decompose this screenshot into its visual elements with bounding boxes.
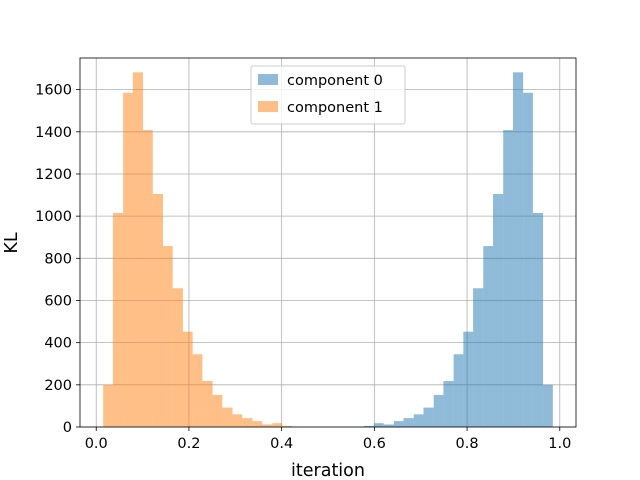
histogram-bar-component-1 [232,414,243,427]
histogram-bar-component-0 [453,354,464,427]
histogram-bar-component-1 [103,384,113,427]
legend-label-component-1: component 1 [287,100,383,116]
histogram-bar-component-0 [512,72,524,427]
histogram-bar-component-1 [262,424,273,427]
y-tick-label: 1400 [35,125,72,141]
legend-label-component-0: component 0 [287,73,383,89]
y-axis-label: KL [2,232,22,253]
legend: component 0 component 1 [250,65,406,125]
histogram-bar-component-0 [373,423,384,427]
histogram-bar-component-1 [222,407,233,427]
histogram-bar-component-1 [123,92,133,427]
x-tick-label: 0.0 [85,436,108,452]
y-tick-label: 1200 [35,167,72,183]
histogram-bar-component-1 [152,194,163,427]
histogram-bar-component-1 [112,212,124,427]
y-tick-label: 400 [44,336,72,352]
legend-frame [250,65,406,125]
x-tick-label: 0.4 [270,436,293,452]
bars [103,72,553,427]
y-tick-label: 800 [44,251,72,267]
x-axis-label: iteration [291,461,365,480]
y-tick-label: 1000 [35,209,72,225]
histogram-bar-component-1 [143,130,153,427]
y-tick-label: 600 [44,293,72,309]
histogram-bar-component-0 [393,421,404,427]
ticks: 0.0 0.2 0.4 0.6 0.8 1.0 0 200 400 600 800 1000 1200 1… [35,83,571,452]
legend-swatch-component-0 [258,74,278,85]
histogram-bar-component-0 [364,425,374,427]
histogram-bar-component-0 [423,407,434,427]
histogram-bar-component-0 [493,194,504,427]
histogram-bar-component-0 [413,414,424,427]
histogram-bar-component-0 [543,384,553,427]
histogram-bar-component-0 [523,92,533,427]
histogram-bar-component-1 [192,354,203,427]
plot-frame [79,57,577,428]
histogram-bar-component-0 [473,288,484,427]
histogram-bar-component-0 [443,381,454,427]
y-tick-label: 200 [44,378,72,394]
x-tick-label: 0.8 [456,436,479,452]
histogram-bar-component-0 [433,394,444,427]
histogram-bar-component-0 [532,212,544,427]
histogram-bar-component-0 [463,331,474,427]
histogram-bar-component-0 [483,246,494,427]
histogram-bar-component-1 [242,418,253,427]
histogram-bar-component-0 [383,424,394,427]
histogram-bar-component-0 [503,130,513,427]
y-tick-label: 0 [63,420,72,436]
histogram-bar-component-1 [182,331,193,427]
histogram-bar-component-1 [212,394,223,427]
histogram-bar-component-1 [162,246,173,427]
legend-swatch-component-1 [258,101,278,112]
histogram-bar-component-1 [272,423,283,427]
histogram-bar-component-1 [132,72,144,427]
histogram-bar-component-1 [252,421,263,427]
histogram-bar-component-1 [282,425,292,427]
histogram-bar-component-0 [403,418,414,427]
x-tick-label: 1.0 [548,436,571,452]
x-tick-label: 0.2 [177,436,200,452]
histogram-bar-component-1 [202,381,213,427]
histogram-bar-component-1 [172,288,183,427]
x-tick-label: 0.6 [363,436,386,452]
y-tick-label: 1600 [35,83,72,99]
